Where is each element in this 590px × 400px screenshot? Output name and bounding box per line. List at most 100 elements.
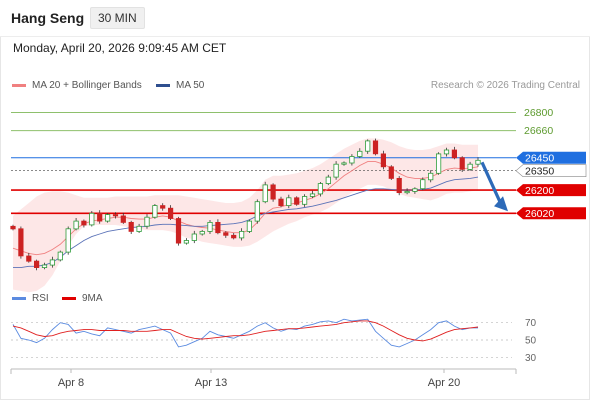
candle-body: [175, 218, 182, 244]
candle-body: [49, 259, 56, 266]
candle-body: [10, 225, 16, 230]
candle-body: [73, 220, 79, 230]
candle-body: [152, 205, 158, 218]
rsi-tick-70: 70: [525, 318, 537, 329]
period-selector[interactable]: 30 MIN: [90, 7, 145, 29]
candle-body: [372, 140, 379, 155]
x-tick-label: Apr 13: [195, 377, 227, 389]
candle-body: [65, 228, 71, 253]
candle-body: [112, 214, 119, 217]
x-tick-label: Apr 20: [428, 377, 460, 389]
rsi-tick-30: 30: [525, 353, 537, 364]
rsi-tick-50: 50: [525, 336, 537, 347]
candle-body: [160, 205, 166, 209]
credit-text: Research © 2026 Trading Central: [430, 80, 580, 91]
candle-body: [57, 251, 63, 261]
candle-body: [467, 163, 473, 170]
bollinger-band-fill: [13, 138, 478, 293]
candle-body: [120, 215, 126, 223]
rsi-line: [12, 318, 478, 348]
forecast-arrow-shaft: [480, 161, 504, 207]
rsi-ma-swatch: [62, 296, 76, 300]
candle-body: [428, 172, 434, 181]
candle-body: [136, 225, 142, 232]
candle-body: [435, 153, 442, 174]
candle-body: [144, 216, 150, 227]
candle-body: [388, 166, 394, 179]
candle-body: [443, 149, 450, 155]
level-label-26350: 26350: [525, 166, 554, 178]
candle-body: [231, 234, 237, 239]
candle-body: [396, 177, 402, 193]
legend-item-rsi: RSI: [12, 293, 49, 304]
candle-body: [26, 255, 32, 262]
candle-body: [199, 230, 205, 235]
candle-body: [459, 157, 465, 170]
bollinger-swatch: [12, 83, 26, 87]
candle-body: [254, 201, 260, 222]
candle-body: [475, 159, 481, 165]
level-tag-26020: [516, 207, 586, 220]
candle-body: [167, 207, 174, 219]
candle-body: [309, 193, 316, 197]
candle-body: [420, 179, 426, 190]
rsi-swatch: [12, 296, 26, 300]
candle-body: [365, 140, 371, 152]
candle-body: [333, 163, 339, 178]
candle-body: [286, 197, 292, 207]
level-tag-26450: [516, 151, 586, 164]
candle-body: [128, 221, 134, 232]
candle-body: [270, 184, 276, 200]
level-label-26800: 26800: [524, 107, 553, 119]
candle-body: [357, 150, 363, 157]
legend-label-ma50: MA 50: [176, 80, 205, 91]
candle-body: [301, 196, 308, 205]
level-label-26660: 26660: [524, 125, 553, 137]
legend-item-ma50: MA 50: [156, 80, 204, 91]
legend-item-9ma: 9MA: [62, 293, 103, 304]
candle-body: [278, 198, 284, 207]
candle-body: [317, 183, 324, 195]
candles-group: [10, 138, 481, 271]
instrument-title: Hang Seng: [11, 10, 85, 26]
candle-body: [223, 232, 229, 236]
candle-body: [262, 184, 268, 203]
rsi-ma-line: [12, 320, 479, 342]
candle-body: [34, 260, 40, 269]
candle-body: [349, 156, 355, 164]
candle-body: [97, 212, 103, 222]
candle-body: [404, 190, 410, 194]
candle-body: [183, 240, 189, 244]
candle-body: [294, 197, 300, 205]
legend-item-bollinger: MA 20 + Bollinger Bands: [12, 80, 142, 91]
candle-body: [191, 233, 197, 241]
candle-body: [105, 214, 111, 222]
candle-body: [41, 264, 48, 268]
candle-body: [325, 176, 331, 185]
candle-body: [341, 162, 347, 165]
candle-body: [18, 228, 24, 257]
legend-label-rsi: RSI: [32, 293, 49, 304]
candle-body: [89, 212, 95, 226]
candle-body: [246, 220, 252, 232]
candle-body: [81, 220, 87, 226]
legend-label-bollinger: MA 20 + Bollinger Bands: [32, 80, 142, 91]
level-tag-26200: [516, 184, 586, 197]
header-bar: Hang Seng 30 MIN: [0, 0, 590, 37]
candle-body: [412, 188, 418, 192]
candle-body: [380, 153, 387, 168]
legend-label-9ma: 9MA: [82, 293, 103, 304]
level-label-26450: 26450: [525, 153, 554, 165]
level-label-26020: 26020: [525, 208, 554, 220]
x-tick-label: Apr 8: [58, 377, 84, 389]
candle-body: [207, 221, 213, 232]
ma50-swatch: [156, 83, 170, 87]
forecast-arrow-head: [494, 196, 508, 212]
candle-body: [238, 230, 245, 239]
timestamp: Monday, April 20, 2026 9:09:45 AM CET: [13, 41, 227, 55]
candle-body: [215, 221, 221, 234]
level-label-26200: 26200: [525, 185, 554, 197]
candle-body: [451, 149, 458, 159]
level-tag-26350: [515, 164, 587, 177]
